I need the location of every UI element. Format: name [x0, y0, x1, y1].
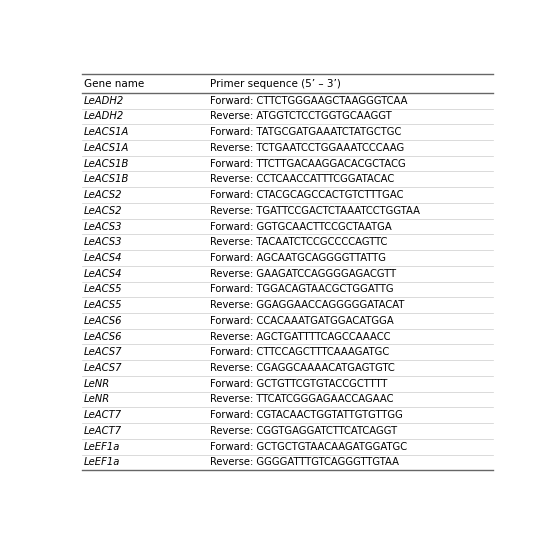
- Text: Reverse: TTCATCGGGAGAACCAGAAC: Reverse: TTCATCGGGAGAACCAGAAC: [210, 394, 393, 405]
- Text: Reverse: ATGGTCTCCTGGTGCAAGGT: Reverse: ATGGTCTCCTGGTGCAAGGT: [210, 111, 392, 122]
- Text: Forward: CTTCCAGCTTTCAAAGATGC: Forward: CTTCCAGCTTTCAAAGATGC: [210, 348, 389, 357]
- Text: Reverse: TGATTCCGACTCTAAATCCTGGTAA: Reverse: TGATTCCGACTCTAAATCCTGGTAA: [210, 206, 420, 216]
- Text: LeACS5: LeACS5: [84, 285, 123, 294]
- Text: LeADH2: LeADH2: [84, 96, 124, 106]
- Text: LeACS6: LeACS6: [84, 332, 123, 342]
- Text: Forward: TGGACAGTAACGCTGGATTG: Forward: TGGACAGTAACGCTGGATTG: [210, 285, 393, 294]
- Text: Reverse: CGAGGCAAAACATGAGTGTC: Reverse: CGAGGCAAAACATGAGTGTC: [210, 363, 394, 373]
- Text: LeACS4: LeACS4: [84, 269, 123, 279]
- Text: LeACS4: LeACS4: [84, 253, 123, 263]
- Text: Forward: GCTGCTGTAACAAGATGGATGC: Forward: GCTGCTGTAACAAGATGGATGC: [210, 442, 407, 451]
- Text: LeACT7: LeACT7: [84, 426, 122, 436]
- Text: Reverse: GGAGGAACCAGGGGGATACAT: Reverse: GGAGGAACCAGGGGGATACAT: [210, 300, 404, 310]
- Text: LeADH2: LeADH2: [84, 111, 124, 122]
- Text: Reverse: CGGTGAGGATCTTCATCAGGT: Reverse: CGGTGAGGATCTTCATCAGGT: [210, 426, 397, 436]
- Text: LeACS2: LeACS2: [84, 206, 123, 216]
- Text: LeACS2: LeACS2: [84, 190, 123, 200]
- Text: Gene name: Gene name: [84, 78, 144, 88]
- Text: LeACT7: LeACT7: [84, 410, 122, 420]
- Text: LeACS7: LeACS7: [84, 363, 123, 373]
- Text: LeEF1a: LeEF1a: [84, 442, 121, 451]
- Text: LeEF1a: LeEF1a: [84, 457, 121, 467]
- Text: LeACS7: LeACS7: [84, 348, 123, 357]
- Text: LeACS1A: LeACS1A: [84, 143, 129, 153]
- Text: Forward: CTACGCAGCCACTGTCTTTGAC: Forward: CTACGCAGCCACTGTCTTTGAC: [210, 190, 403, 200]
- Text: LeACS3: LeACS3: [84, 237, 123, 247]
- Text: Forward: CGTACAACTGGTATTGTGTTGG: Forward: CGTACAACTGGTATTGTGTTGG: [210, 410, 403, 420]
- Text: Forward: GCTGTTCGTGTACCGCTTTT: Forward: GCTGTTCGTGTACCGCTTTT: [210, 379, 387, 389]
- Text: Reverse: TACAATCTCCGCCCCAGTTC: Reverse: TACAATCTCCGCCCCAGTTC: [210, 237, 387, 247]
- Text: Reverse: GAAGATCCAGGGGAGACGTT: Reverse: GAAGATCCAGGGGAGACGTT: [210, 269, 396, 279]
- Text: Forward: CTTCTGGGAAGCTAAGGGTCAA: Forward: CTTCTGGGAAGCTAAGGGTCAA: [210, 96, 407, 106]
- Text: LeACS5: LeACS5: [84, 300, 123, 310]
- Text: LeACS1B: LeACS1B: [84, 159, 129, 168]
- Text: Reverse: CCTCAACCATTTCGGATACAC: Reverse: CCTCAACCATTTCGGATACAC: [210, 174, 394, 184]
- Text: LeNR: LeNR: [84, 394, 111, 405]
- Text: Reverse: AGCTGATTTTCAGCCAAACC: Reverse: AGCTGATTTTCAGCCAAACC: [210, 332, 390, 342]
- Text: LeACS6: LeACS6: [84, 316, 123, 326]
- Text: Forward: GGTGCAACTTCCGCTAATGA: Forward: GGTGCAACTTCCGCTAATGA: [210, 222, 392, 231]
- Text: Reverse: GGGGATTTGTCAGGGTTGTAA: Reverse: GGGGATTTGTCAGGGTTGTAA: [210, 457, 399, 467]
- Text: Reverse: TCTGAATCCTGGAAATCCCAAG: Reverse: TCTGAATCCTGGAAATCCCAAG: [210, 143, 404, 153]
- Text: Forward: TTCTTGACAAGGACACGCTACG: Forward: TTCTTGACAAGGACACGCTACG: [210, 159, 405, 168]
- Text: LeACS1A: LeACS1A: [84, 127, 129, 137]
- Text: LeNR: LeNR: [84, 379, 111, 389]
- Text: Forward: TATGCGATGAAATCTATGCTGC: Forward: TATGCGATGAAATCTATGCTGC: [210, 127, 401, 137]
- Text: Forward: CCACAAATGATGGACATGGA: Forward: CCACAAATGATGGACATGGA: [210, 316, 394, 326]
- Text: Primer sequence (5’ – 3’): Primer sequence (5’ – 3’): [210, 78, 341, 88]
- Text: Forward: AGCAATGCAGGGGTTATTG: Forward: AGCAATGCAGGGGTTATTG: [210, 253, 386, 263]
- Text: LeACS1B: LeACS1B: [84, 174, 129, 184]
- Text: LeACS3: LeACS3: [84, 222, 123, 231]
